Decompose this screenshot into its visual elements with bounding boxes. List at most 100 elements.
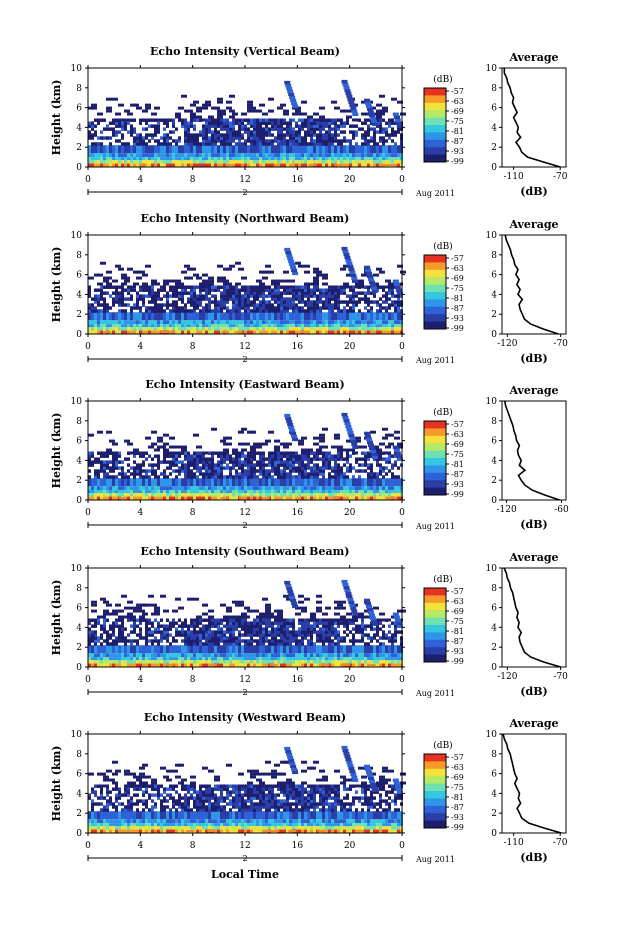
echo-cell [121,303,124,307]
echo-cell [367,110,374,115]
echo-cell [304,300,307,304]
echo-cell [316,145,319,154]
echo-cell [244,309,247,313]
echo-cell [121,653,124,658]
echo-cell [214,106,220,110]
echo-cell [247,657,250,661]
echo-cell [136,472,139,476]
x-tick-label: 20 [344,508,356,518]
echo-cell [121,472,124,476]
echo-cell [349,436,356,441]
echo-cell [208,153,211,158]
echo-cell [274,463,277,467]
echo-cell [94,312,97,321]
echo-cell [316,288,319,292]
echo-cell [382,469,385,473]
echo-cell [277,145,280,154]
echo-cell [241,320,244,325]
echo-cell [184,291,187,295]
echo-cell [190,454,193,458]
echo-cell [349,330,352,334]
echo-cell [385,294,388,298]
echo-cell [138,164,147,167]
echo-cell [214,463,217,467]
echo-cell [133,142,136,146]
echo-cell [190,133,193,137]
echo-cell [331,139,334,143]
echo-cell [220,112,226,116]
echo-cell [392,112,399,117]
x-tick-label: 16 [292,175,304,185]
echo-cell [352,160,355,164]
echo-cell [322,460,325,464]
echo-cell [382,478,385,487]
echo-cell [286,297,289,301]
echo-cell [292,104,299,109]
echo-cell [226,312,229,321]
echo-cell [214,478,217,487]
echo-cell [340,285,343,289]
echo-cell [268,309,271,313]
echo-cell [112,475,115,479]
echo-cell [169,324,172,328]
echo-cell [268,139,271,143]
echo-cell [364,300,367,304]
echo-cell [187,454,190,458]
echo-cell [334,303,337,307]
echo-cell [394,300,397,304]
echo-cell [385,460,388,464]
echo-cell [289,469,292,473]
echo-cell [369,116,376,120]
echo-cell [283,142,286,146]
echo-cell [244,291,247,295]
echo-cell [280,133,283,137]
echo-cell [331,306,334,310]
echo-cell [322,124,325,128]
echo-cell [388,433,394,437]
echo-cell [199,133,202,137]
echo-cell [178,330,181,334]
echo-cell [139,139,142,143]
echo-cell [217,330,220,334]
echo-cell [385,663,388,667]
echo-cell [367,142,370,146]
echo-cell [232,303,235,307]
echo-cell [223,139,226,143]
y-tick-label: 8 [76,251,82,261]
echo-cell [157,294,160,298]
echo-cell [178,660,181,664]
echo-cell [373,645,376,654]
echo-cell [385,133,388,137]
echo-cell [142,142,145,146]
echo-cell [334,285,337,289]
echo-cell [364,653,367,658]
echo-cell [142,486,145,491]
echo-cell [350,439,357,444]
echo-cell [250,157,253,161]
echo-cell [364,451,367,455]
echo-cell [247,324,250,328]
echo-cell [274,454,277,458]
echo-cell [313,133,316,137]
colorbar-segment [424,443,446,451]
echo-cell [238,309,241,313]
echo-cell [370,320,373,325]
echo-cell [379,663,382,667]
echo-cell [151,306,154,310]
echo-cell [217,493,220,497]
echo-cell [307,297,310,301]
echo-cell [292,300,295,304]
echo-cell [121,657,124,661]
y-tick-label: 2 [76,310,82,320]
echo-cell [127,288,130,292]
echo-cell [328,163,331,167]
y-tick-label: 0 [76,163,82,173]
echo-cell [175,309,178,313]
echo-cell [280,463,283,467]
echo-cell [334,306,337,310]
echo-cell [394,460,397,464]
echo-cell [175,300,178,304]
echo-cell [154,490,157,494]
echo-cell [226,320,229,325]
echo-cell [220,463,223,467]
